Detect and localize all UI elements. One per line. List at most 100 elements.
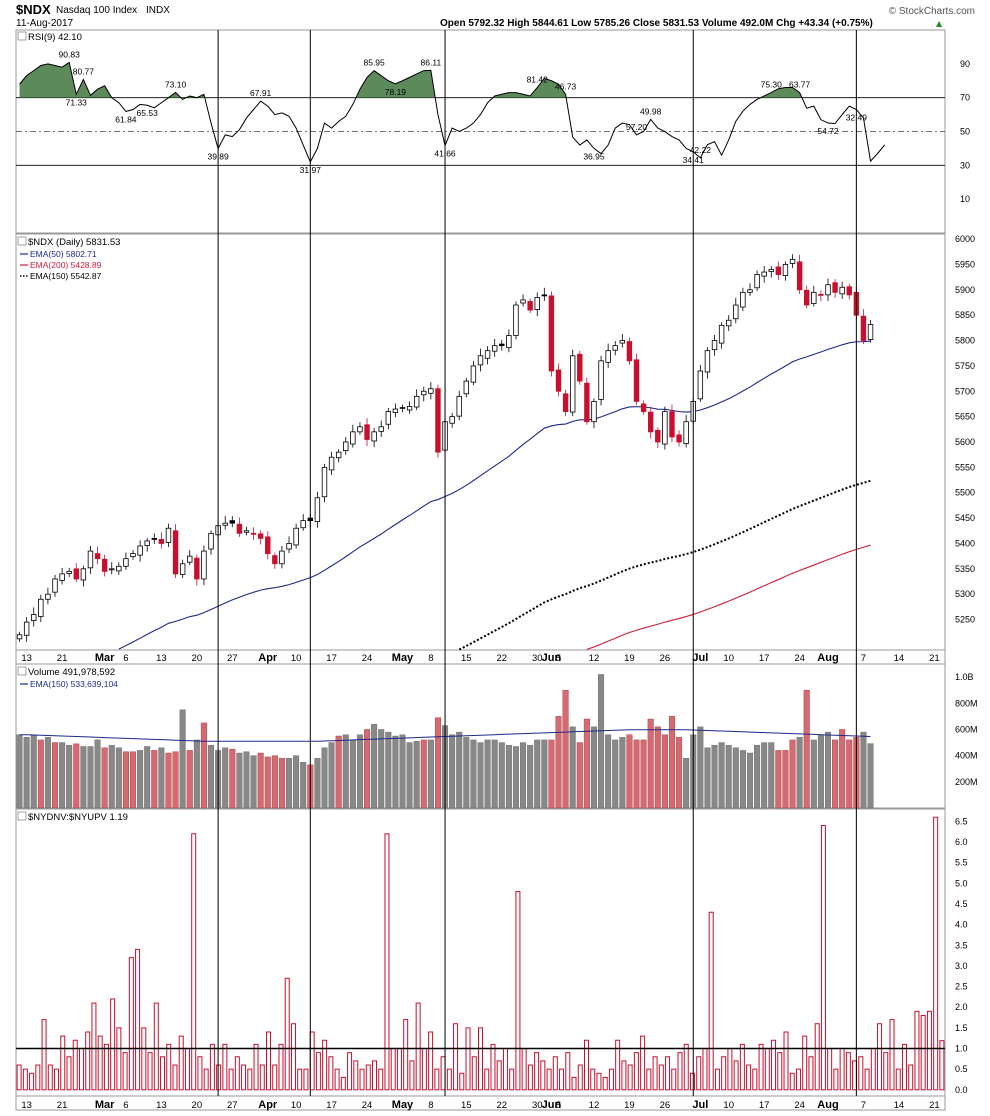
volume-bar bbox=[633, 739, 640, 809]
candle-body bbox=[87, 550, 94, 569]
candle bbox=[740, 287, 746, 312]
volume-settings-icon[interactable] bbox=[17, 666, 27, 676]
ratio-bar bbox=[384, 833, 390, 1091]
price-x-tick: 24 bbox=[362, 653, 373, 664]
candle-body bbox=[534, 297, 540, 310]
volume-bar bbox=[286, 758, 293, 809]
candle-body bbox=[796, 261, 803, 291]
ratio-bar bbox=[926, 1010, 932, 1091]
volume-bar bbox=[697, 726, 704, 809]
candle-body bbox=[413, 395, 420, 408]
candle-body bbox=[718, 324, 725, 344]
ratio-bar bbox=[303, 1068, 309, 1091]
candle-body bbox=[619, 340, 626, 344]
candle bbox=[421, 386, 427, 402]
candle bbox=[775, 261, 782, 281]
candle-body bbox=[491, 345, 498, 352]
candle-body bbox=[144, 540, 150, 546]
ratio-bar bbox=[864, 1068, 870, 1091]
ratio-bar bbox=[172, 1064, 178, 1091]
volume-bar bbox=[725, 744, 732, 809]
candle bbox=[165, 523, 172, 548]
volume-bar bbox=[867, 743, 874, 809]
candle bbox=[265, 531, 271, 560]
volume-bar bbox=[137, 750, 144, 809]
volume-bar bbox=[349, 739, 356, 809]
volume-bar bbox=[406, 742, 413, 809]
ratio-bar bbox=[646, 1068, 652, 1091]
volume-bar bbox=[775, 750, 782, 809]
price-tick-label: 6000 bbox=[955, 234, 975, 244]
ratio-x-tick: Apr bbox=[258, 1099, 278, 1111]
candle bbox=[286, 536, 292, 554]
volume-bar bbox=[342, 734, 349, 809]
volume-bar bbox=[555, 716, 562, 809]
candle-body bbox=[584, 382, 590, 423]
volume-bar bbox=[746, 752, 753, 809]
candle-body bbox=[704, 350, 711, 373]
candle bbox=[860, 309, 867, 345]
candle bbox=[38, 594, 44, 623]
candle-body bbox=[555, 369, 562, 392]
ratio-bar bbox=[453, 1023, 459, 1091]
ratio-bar bbox=[209, 1043, 215, 1091]
ratio-settings-icon[interactable] bbox=[17, 811, 27, 821]
candle bbox=[328, 451, 335, 475]
candle-body bbox=[16, 634, 23, 640]
up-arrow-icon: ▲ bbox=[936, 19, 943, 28]
volume-bar bbox=[101, 747, 108, 809]
ratio-bar bbox=[353, 1060, 359, 1091]
candle bbox=[16, 631, 23, 642]
rsi-settings-icon[interactable] bbox=[17, 31, 27, 41]
candle-body bbox=[350, 431, 356, 445]
volume-bar bbox=[236, 752, 243, 809]
price-x-tick: 21 bbox=[57, 653, 68, 664]
ratio-bar bbox=[216, 1064, 222, 1091]
candle bbox=[31, 607, 37, 627]
ratio-bar bbox=[153, 1002, 159, 1091]
candle bbox=[378, 420, 384, 437]
price-tick-label: 5950 bbox=[955, 259, 975, 269]
candle bbox=[201, 545, 207, 586]
ratio-x-tick: 19 bbox=[624, 1100, 635, 1111]
candle-body bbox=[243, 530, 250, 533]
price-tick-label: 5900 bbox=[955, 285, 975, 295]
volume-bar bbox=[293, 755, 300, 809]
candle-body bbox=[364, 424, 370, 440]
candle-body bbox=[456, 395, 462, 417]
volume-bar bbox=[654, 726, 661, 809]
ratio-bar bbox=[97, 1035, 103, 1091]
candle bbox=[449, 413, 455, 428]
volume-bar bbox=[789, 739, 796, 809]
volume-legend-entry: EMA(150) 533,639,104 bbox=[30, 679, 118, 689]
candle-body bbox=[605, 350, 611, 363]
price-x-tick: Jun bbox=[542, 652, 562, 664]
ratio-bar bbox=[290, 1023, 296, 1091]
candle-body bbox=[229, 520, 235, 524]
ratio-bar bbox=[22, 1068, 28, 1091]
candle bbox=[626, 337, 633, 365]
ratio-x-tick: 5 bbox=[556, 1100, 561, 1111]
candle-body bbox=[279, 550, 285, 565]
volume-bar bbox=[385, 731, 392, 809]
price-tick-label: 5450 bbox=[955, 513, 975, 523]
volume-bar bbox=[484, 739, 491, 809]
ratio-tick-label: 1.0 bbox=[955, 1044, 968, 1054]
ratio-bar bbox=[347, 1052, 353, 1091]
candle bbox=[789, 254, 796, 268]
ratio-bar bbox=[297, 1068, 303, 1091]
candle-body bbox=[38, 598, 44, 617]
ratio-tick-label: 5.5 bbox=[955, 858, 968, 868]
candle-body bbox=[711, 340, 718, 351]
candle bbox=[697, 364, 704, 402]
candle bbox=[484, 346, 491, 365]
watermark: © StockCharts.com bbox=[889, 6, 975, 17]
price-x-tick: 12 bbox=[589, 653, 600, 664]
candle bbox=[130, 550, 136, 560]
ratio-bar bbox=[315, 1052, 321, 1091]
candle-body bbox=[612, 345, 618, 351]
ratio-tick-label: 6.5 bbox=[955, 816, 968, 826]
ratio-bar bbox=[708, 911, 714, 1091]
price-settings-icon[interactable] bbox=[17, 236, 27, 246]
candle bbox=[548, 291, 555, 377]
